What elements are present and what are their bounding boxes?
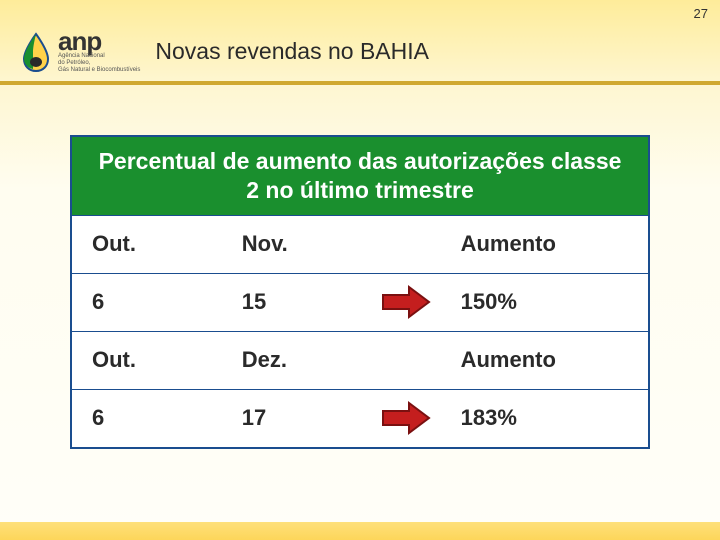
cell-col3: Aumento: [441, 333, 648, 387]
slide-header: anp Agência Nacional do Petróleo, Gás Na…: [0, 0, 720, 81]
page-number: 27: [694, 6, 708, 21]
cell-col2: 17: [222, 391, 372, 445]
cell-col1: 6: [72, 275, 222, 329]
drop-icon: [20, 32, 52, 72]
cell-col3: Aumento: [441, 217, 648, 271]
anp-logo: anp Agência Nacional do Petróleo, Gás Na…: [20, 30, 140, 73]
table-row: Out.Dez. Aumento: [72, 331, 648, 389]
cell-col2: Dez.: [222, 333, 372, 387]
logo-subtitle-3: Gás Natural e Biocombustíveis: [58, 67, 140, 74]
increase-arrow-icon: [381, 399, 431, 437]
cell-arrow: [372, 283, 441, 321]
cell-col1: Out.: [72, 333, 222, 387]
cell-col3: 150%: [441, 275, 648, 329]
logo-subtitle-1: Agência Nacional: [58, 53, 140, 60]
slide-title: Novas revendas no BAHIA: [155, 38, 429, 65]
cell-arrow: [372, 399, 441, 437]
footer-bar: [0, 522, 720, 540]
increase-arrow-icon: [381, 283, 431, 321]
table-row: 615 150%: [72, 273, 648, 331]
cell-col3: 183%: [441, 391, 648, 445]
cell-col1: 6: [72, 391, 222, 445]
logo-text: anp Agência Nacional do Petróleo, Gás Na…: [58, 30, 140, 73]
cell-col2: 15: [222, 275, 372, 329]
logo-subtitle-2: do Petróleo,: [58, 60, 140, 67]
data-table: Percentual de aumento das autorizações c…: [70, 135, 650, 449]
table-row: 617 183%: [72, 389, 648, 447]
logo-acronym: anp: [58, 30, 140, 53]
table-header: Percentual de aumento das autorizações c…: [72, 137, 648, 215]
cell-col1: Out.: [72, 217, 222, 271]
table-row: Out.Nov. Aumento: [72, 215, 648, 273]
cell-col2: Nov.: [222, 217, 372, 271]
content-area: Percentual de aumento das autorizações c…: [0, 85, 720, 449]
